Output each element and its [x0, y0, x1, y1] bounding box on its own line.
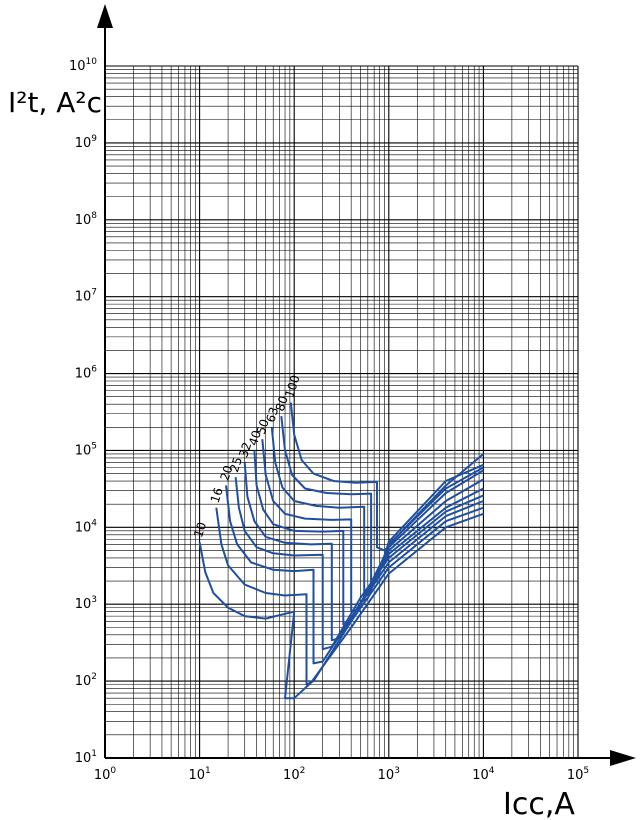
- curve-label-20: 20: [218, 464, 236, 483]
- x-tick-labels: 100 101 102 103 104 105: [94, 766, 589, 783]
- curve-label-16: 16: [208, 486, 226, 505]
- curve-label-50: 50: [254, 417, 272, 436]
- x-tick-label: 105: [567, 766, 589, 783]
- curve-25: [234, 476, 484, 651]
- curve-label-10: 10: [191, 520, 209, 539]
- curve-16: [215, 506, 484, 686]
- y-axis-arrow: [97, 4, 113, 28]
- y-tick-label: 108: [75, 211, 98, 228]
- curve-label-80: 80: [273, 394, 291, 413]
- x-axis-arrow: [610, 750, 636, 766]
- y-tick-label: 107: [75, 288, 97, 305]
- y-tick-labels: 101 102 103 104 105 106 107 108 109 1010: [69, 57, 97, 766]
- y-tick-label: 106: [75, 365, 98, 382]
- y-axis-title: I²t, A²c: [8, 86, 102, 119]
- curve-10: [198, 512, 484, 700]
- curve-label-32: 32: [236, 440, 254, 459]
- y-tick-label: 102: [75, 672, 97, 689]
- chart-axes: [97, 4, 636, 766]
- y-tick-label: 109: [75, 134, 98, 151]
- curve-50: [261, 439, 484, 613]
- x-tick-label: 104: [472, 766, 495, 783]
- curve-32: [243, 462, 484, 642]
- y-tick-label: 104: [75, 518, 98, 535]
- curve-40: [253, 450, 484, 626]
- curve-100: [289, 402, 485, 552]
- curve-label-40: 40: [246, 429, 264, 448]
- curve-label-25: 25: [227, 455, 245, 474]
- curve-label-100: 100: [282, 373, 302, 399]
- y-tick-label: 105: [75, 441, 97, 458]
- x-tick-label: 100: [94, 766, 117, 783]
- curve-label-63: 63: [263, 405, 281, 424]
- curve-20: [225, 485, 484, 665]
- x-tick-label: 101: [188, 766, 210, 783]
- y-tick-label: 103: [75, 595, 97, 612]
- x-axis-title: Icc,A: [503, 787, 575, 820]
- curve-80: [280, 415, 484, 586]
- x-tick-label: 102: [283, 766, 305, 783]
- x-tick-label: 103: [378, 766, 400, 783]
- y-tick-label: 1010: [69, 57, 97, 74]
- chart-grid: [104, 65, 579, 759]
- y-tick-label: 101: [75, 749, 97, 766]
